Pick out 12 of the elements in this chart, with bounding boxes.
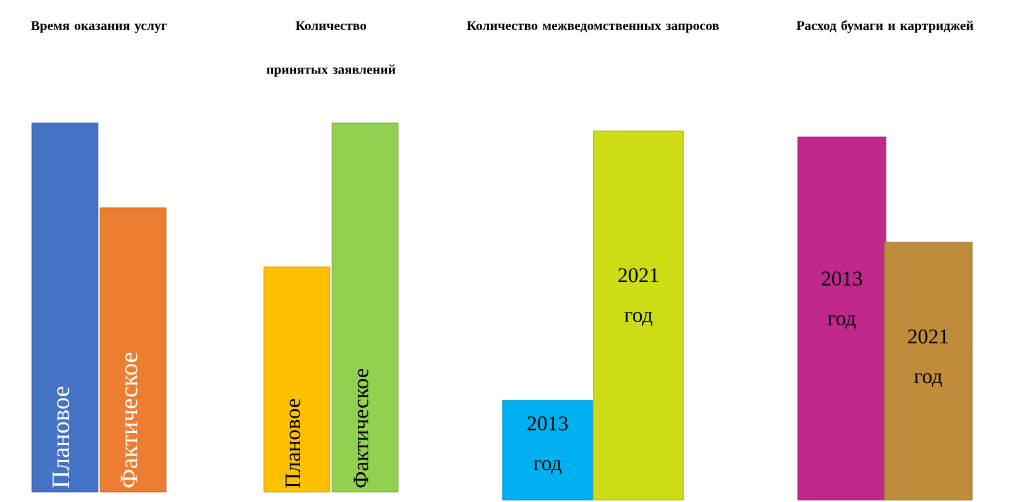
chart-title: Количество межведомственных запросов	[466, 21, 719, 33]
chart-title: Расход бумаги и картриджей	[796, 20, 974, 33]
category-label: 2013 год	[527, 416, 568, 475]
x-tick-label: Плановое	[52, 386, 70, 488]
category-label: 2021 год	[908, 329, 948, 388]
x-tick-label: Фактическое	[120, 352, 138, 488]
chart-title: Количество принятых заявлений	[266, 21, 396, 77]
category-label: 2021 год	[618, 268, 659, 326]
category-label: 2013 год	[821, 271, 862, 330]
x-tick-label: Плановое	[285, 398, 301, 488]
x-tick-label: Фактическое	[353, 369, 369, 488]
chart-title: Время оказания услуг	[31, 21, 167, 33]
